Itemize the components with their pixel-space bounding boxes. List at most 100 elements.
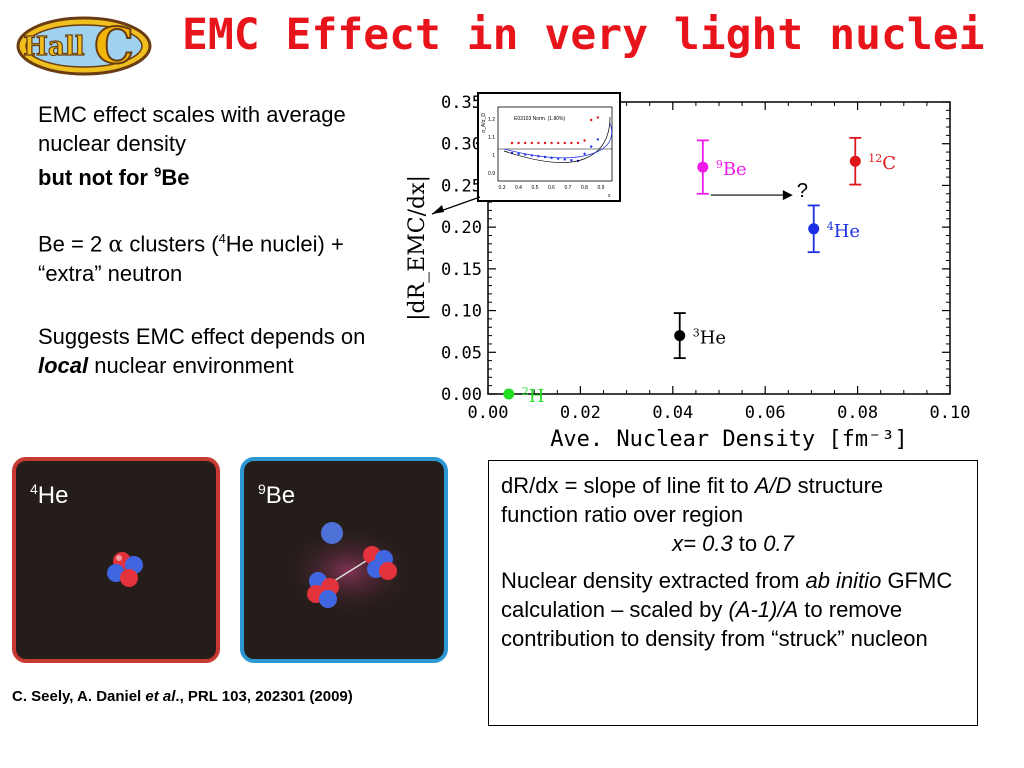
x-tick-label: 0.08 — [837, 403, 878, 423]
data-point — [674, 330, 686, 342]
he4-nucleus-image: 4He — [12, 457, 220, 663]
def-slope-a: dR/dx = slope of line fit to — [501, 473, 755, 498]
def-x03: x= 0.3 — [672, 531, 733, 556]
slide-title: EMC Effect in very light nuclei — [182, 10, 985, 60]
def-slope-b: structure function ratio over region — [501, 473, 884, 527]
x-tick-label: 0.02 — [560, 403, 601, 423]
inset-point-red — [517, 141, 520, 145]
he4-symbol: He — [37, 482, 69, 509]
inset-point-red — [510, 141, 514, 145]
def-density-a: Nuclear density extracted from — [501, 568, 806, 593]
y-tick-label: 0.10 — [441, 302, 482, 322]
inset-point-red — [537, 141, 540, 145]
point-label-symbol: C — [882, 153, 896, 174]
alpha-symbol: α — [108, 232, 124, 258]
inset-point-blue — [517, 152, 520, 155]
y-tick-label: 0.25 — [441, 176, 482, 196]
x-tick-label: 0.04 — [652, 403, 693, 423]
inset-point-blue — [583, 152, 586, 155]
point-label-mass: 2 — [522, 385, 529, 398]
logo-hall-text: Hall — [23, 32, 84, 62]
inset-x-tick-label: 0.6 — [548, 185, 555, 191]
paragraph-scaling-be: Be — [161, 165, 190, 191]
inset-y-tick-label: 0.9 — [488, 171, 495, 177]
data-point — [503, 388, 515, 400]
y-tick-label: 0.20 — [441, 218, 482, 238]
x-tick-label: 0.10 — [930, 403, 971, 423]
def-density-b: GFMC calculation – scaled by — [501, 568, 953, 622]
point-label: 12C — [868, 152, 896, 174]
be-text-a: Be = 2 — [38, 231, 109, 257]
inset-x-tick-label: 0.4 — [515, 185, 522, 191]
inset-plot-frame — [497, 106, 613, 182]
point-label-mass: 9 — [716, 158, 723, 171]
inset-point-red — [570, 141, 573, 145]
inset-x-tick-label: 0.5 — [532, 185, 539, 191]
y-tick-label: 0.30 — [441, 135, 482, 155]
y-tick-label: 0.35 — [441, 93, 482, 113]
inset-x-tick-label: 0.3 — [499, 185, 506, 191]
paragraph-scaling-bold: but not for — [38, 165, 155, 191]
definition-density: Nuclear density extracted from ab initio… — [501, 566, 965, 653]
data-point — [697, 161, 709, 173]
data-point — [808, 223, 820, 235]
inset-curve-blue — [503, 122, 612, 159]
inset-point-red — [590, 118, 593, 122]
data-point — [849, 155, 861, 167]
inset-point-blue — [570, 159, 573, 162]
be9-label: 9Be — [258, 481, 295, 510]
suggests-text-a: Suggests EMC effect depends on — [38, 324, 366, 349]
def-density-c: to remove contribution to density from “… — [501, 597, 928, 651]
inset-point-red — [563, 141, 566, 145]
x-axis-title: Ave. Nuclear Density [fm⁻³] — [550, 427, 908, 452]
inset-x-tick-label: 0.7 — [565, 185, 572, 191]
be9-symbol: Be — [265, 482, 296, 509]
y-tick-label: 0.05 — [441, 343, 482, 363]
paragraph-be-clusters: Be = 2 α clusters (4He nuclei) + “extra”… — [38, 224, 378, 288]
inset-point-red — [524, 141, 527, 145]
inset-title: E03103 Norm. (1.80%) — [514, 116, 565, 122]
point-label: 9Be — [716, 158, 747, 180]
inset-point-blue — [590, 145, 593, 148]
y-tick-label: 0.00 — [441, 385, 482, 405]
y-tick-label: 0.15 — [441, 260, 482, 280]
def-to: to — [732, 531, 764, 556]
be-text-c: He nuclei) + “extra” neutron — [38, 231, 344, 287]
hall-c-logo: Hall C — [16, 15, 152, 76]
be-text-b: clusters ( — [123, 231, 219, 257]
point-label-mass: 3 — [693, 327, 700, 340]
sup-9: 9 — [154, 165, 162, 180]
be9-nucleus-image: 9Be — [240, 457, 448, 663]
inset-point-red — [530, 141, 533, 145]
suggests-text-b: nuclear environment — [88, 353, 294, 378]
point-label-symbol: He — [834, 221, 860, 242]
point-label: 2H — [522, 385, 545, 407]
inset-point-red — [550, 141, 553, 145]
be9-cluster-graphic — [279, 522, 419, 619]
def-ad: A/D — [754, 473, 792, 498]
question-arrow-head — [782, 190, 793, 201]
inset-y-tick-label: 1 — [492, 153, 495, 159]
definition-box: dR/dx = slope of line fit to A/D structu… — [488, 460, 978, 726]
emc-slope-chart: 0.00 0.05 0.10 0.15 0.20 0.25 0.30 0.35 0.00 0.02… — [405, 92, 971, 452]
citation: C. Seely, A. Daniel et al., PRL 103, 202… — [12, 688, 353, 705]
inset-point-red — [576, 141, 580, 145]
definition-slope: dR/dx = slope of line fit to A/D structu… — [501, 471, 965, 529]
paragraph-scaling: EMC effect scales with average nuclear d… — [38, 100, 378, 192]
point-label-mass: 4 — [827, 220, 834, 233]
inset-point-blue — [563, 158, 566, 161]
he4-label: 4He — [30, 481, 68, 510]
local-word: local — [38, 353, 89, 378]
inset-y-tick-label: 1.2 — [488, 117, 495, 123]
inset-x-axis-label: x — [608, 193, 611, 199]
inset-frame — [477, 92, 621, 202]
inset-point-red — [557, 141, 560, 145]
inset-y-axis-label: σ_A/σ_D — [481, 113, 487, 133]
inset-point-red — [596, 116, 599, 119]
inset-x-tick-label: 0.8 — [581, 185, 588, 191]
definition-range: x= 0.3 to 0.7 — [501, 529, 965, 558]
inset-curve — [503, 116, 611, 163]
x-tick-label: 0.00 — [468, 403, 509, 423]
inset-y-tick-label: 1.1 — [488, 135, 495, 141]
question-mark: ? — [797, 180, 808, 202]
